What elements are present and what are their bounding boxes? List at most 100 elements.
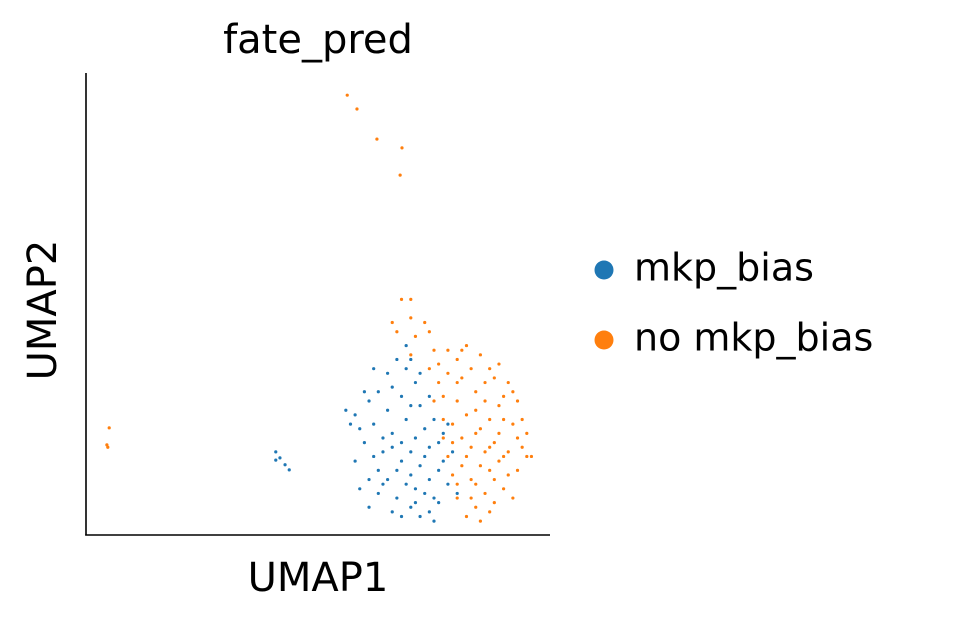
point <box>409 505 413 509</box>
point <box>478 427 482 431</box>
point <box>464 514 469 519</box>
point <box>525 431 529 435</box>
point <box>488 510 492 514</box>
point <box>455 357 459 362</box>
point <box>399 441 404 445</box>
point <box>395 496 399 500</box>
point <box>488 445 492 449</box>
point <box>432 399 436 403</box>
point <box>492 501 496 505</box>
point <box>413 380 418 385</box>
point <box>413 487 418 491</box>
point <box>502 417 506 422</box>
point <box>464 413 469 417</box>
point <box>437 441 441 445</box>
point <box>455 496 459 500</box>
point <box>399 394 404 398</box>
point <box>460 348 464 352</box>
point <box>469 496 473 500</box>
point <box>437 362 441 366</box>
point <box>106 445 110 449</box>
point <box>107 426 111 430</box>
point <box>423 320 427 325</box>
point <box>381 482 385 486</box>
point <box>390 431 394 435</box>
point <box>400 146 404 150</box>
point <box>478 464 482 468</box>
point <box>409 357 413 362</box>
point <box>390 385 394 389</box>
point <box>427 510 431 514</box>
point <box>372 422 376 426</box>
point <box>441 394 445 398</box>
point <box>367 399 371 403</box>
point <box>423 427 427 431</box>
point <box>502 487 506 491</box>
point <box>413 436 418 440</box>
point <box>483 491 487 496</box>
point <box>283 463 287 467</box>
point <box>455 380 459 385</box>
point <box>446 422 450 426</box>
legend-label: no mkp_bias <box>634 316 873 360</box>
point <box>497 431 501 435</box>
point <box>474 431 478 435</box>
point <box>511 496 515 500</box>
point <box>376 491 380 496</box>
point <box>398 173 402 177</box>
point <box>418 371 422 375</box>
point <box>488 417 492 422</box>
point <box>386 477 390 482</box>
point <box>478 353 482 357</box>
point <box>381 450 385 454</box>
point <box>413 501 418 505</box>
point <box>469 367 473 371</box>
point <box>497 459 501 463</box>
point <box>455 399 459 403</box>
point <box>409 450 413 454</box>
point <box>427 330 431 334</box>
point <box>409 353 413 357</box>
point <box>488 468 492 472</box>
point <box>404 482 408 486</box>
point <box>446 482 450 486</box>
point <box>367 505 371 509</box>
point <box>413 334 418 338</box>
point <box>274 458 278 462</box>
point <box>423 454 427 459</box>
point <box>474 482 478 486</box>
point <box>432 417 436 422</box>
point <box>399 297 404 301</box>
point <box>460 436 464 440</box>
point <box>390 445 394 449</box>
point <box>390 510 394 514</box>
y-axis-label: UMAP2 <box>20 240 66 381</box>
point <box>446 348 450 352</box>
point <box>372 454 376 459</box>
point <box>529 454 534 459</box>
point <box>362 441 366 445</box>
point <box>376 390 380 394</box>
point <box>358 487 362 491</box>
point <box>446 371 450 375</box>
legend-marker <box>594 330 614 350</box>
point <box>450 441 455 445</box>
point <box>515 399 520 403</box>
point <box>492 376 496 380</box>
point <box>460 464 464 468</box>
point <box>446 454 450 459</box>
point <box>502 454 506 459</box>
point <box>469 477 473 482</box>
point <box>381 436 385 440</box>
x-axis-label: UMAP1 <box>248 555 389 601</box>
point <box>432 348 436 352</box>
point <box>372 367 376 371</box>
point <box>437 380 441 385</box>
point <box>450 473 455 477</box>
point <box>492 441 496 445</box>
legend-marker <box>594 260 614 280</box>
point <box>404 343 408 348</box>
point <box>399 514 404 519</box>
point <box>483 450 487 454</box>
